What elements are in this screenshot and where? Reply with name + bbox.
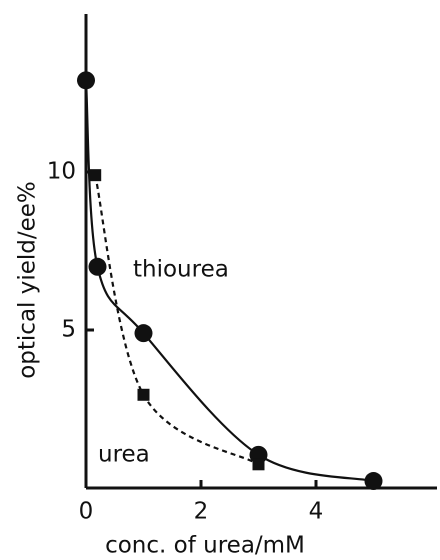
data-point: [364, 472, 383, 491]
x-tick-label: 0: [79, 499, 94, 525]
series-line: [84, 80, 374, 483]
series-line: [94, 174, 260, 466]
data-point: [89, 169, 102, 182]
data-point: [137, 388, 150, 401]
series-label: urea: [98, 442, 150, 468]
x-axis-label: conc. of urea/mM: [105, 533, 305, 559]
x-tick-label: 2: [194, 499, 209, 525]
data-point: [252, 458, 265, 471]
data-point: [134, 324, 153, 343]
y-tick-label: 5: [61, 317, 76, 343]
x-tick-label: 4: [309, 499, 324, 525]
data-point: [88, 257, 107, 276]
series-label: thiourea: [133, 257, 229, 283]
data-point: [77, 71, 95, 90]
y-axis-label: optical yield/ee%: [15, 181, 41, 379]
y-tick-label: 10: [47, 159, 76, 185]
